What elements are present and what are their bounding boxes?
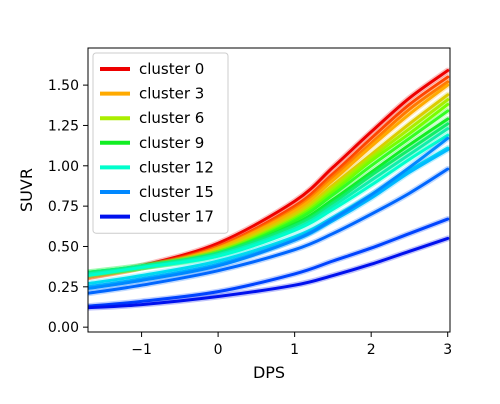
- series-line-16: [88, 217, 450, 308]
- y-tick-label: 0.00: [48, 320, 79, 336]
- legend-label: cluster 15: [139, 183, 214, 201]
- series-line-15: [88, 167, 450, 295]
- legend: cluster 0 cluster 3 cluster 6 cluster 9 clus…: [92, 52, 229, 234]
- x-tick-label: 1: [290, 342, 299, 358]
- legend-label: cluster 0: [139, 60, 204, 78]
- series-layer: [88, 67, 450, 311]
- series-line-9: [88, 122, 450, 274]
- y-tick-label: 0.25: [48, 280, 79, 296]
- x-tick-label: 0: [214, 342, 223, 358]
- x-tick-label: 2: [367, 342, 376, 358]
- y-tick-label: 0.50: [48, 239, 79, 255]
- legend-label: cluster 12: [139, 158, 214, 176]
- legend-label: cluster 17: [139, 208, 214, 226]
- y-tick-label: 1.25: [48, 118, 79, 134]
- legend-label: cluster 6: [139, 109, 204, 127]
- y-tick-label: 1.50: [48, 78, 79, 94]
- legend-label: cluster 9: [139, 134, 204, 152]
- legend-label: cluster 3: [139, 85, 204, 103]
- plot-frame: [87, 47, 451, 333]
- series-line-17: [88, 236, 450, 310]
- y-axis-ticks: 0.00 0.25 0.50 0.75 1.00 1.25 1.50: [48, 78, 88, 336]
- series-clip-group: [88, 67, 450, 311]
- y-tick-label: 0.75: [48, 199, 79, 215]
- legend-box: [92, 52, 229, 234]
- x-axis-ticks: −1 0 1 2 3: [131, 332, 452, 358]
- y-tick-label: 1.00: [48, 159, 79, 175]
- y-axis-label: SUVR: [17, 168, 36, 212]
- x-tick-label: 3: [443, 342, 452, 358]
- series-line-14: [88, 136, 450, 290]
- series-line-11: [88, 133, 450, 278]
- x-tick-label: −1: [131, 342, 152, 358]
- x-axis-label: DPS: [253, 363, 285, 382]
